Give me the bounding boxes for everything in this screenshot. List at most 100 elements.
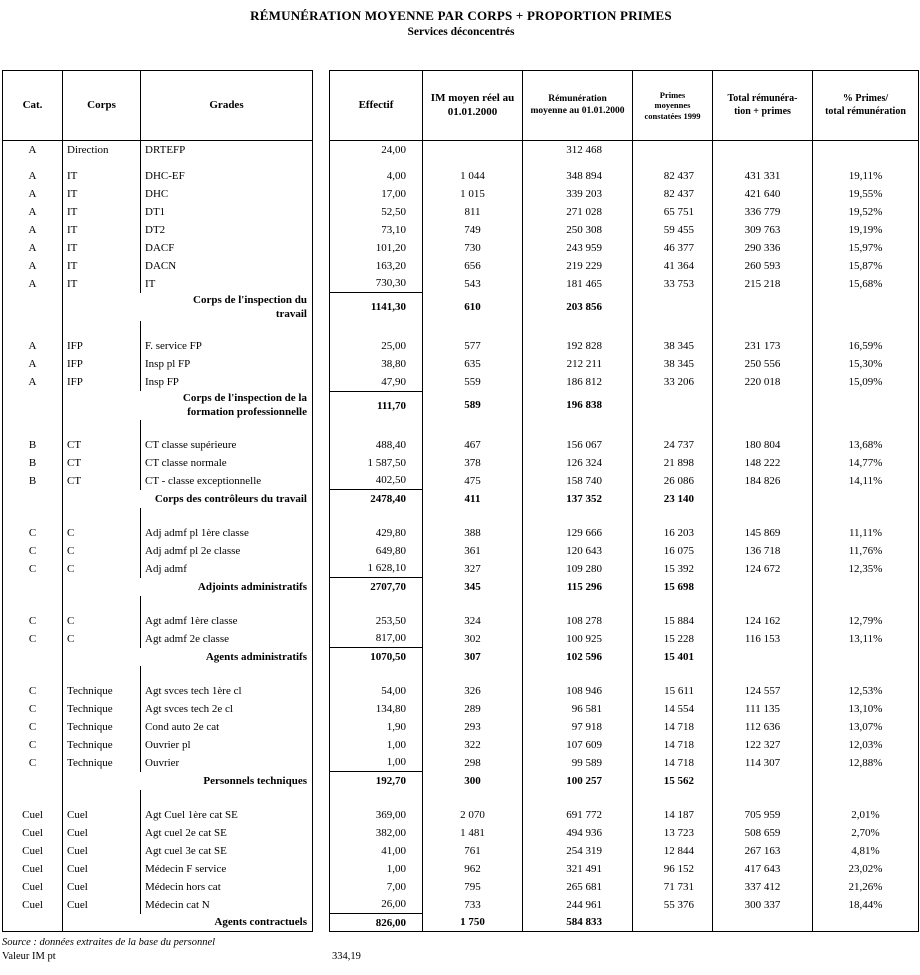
cell-corps: IT [62, 256, 141, 275]
cell-effectif [329, 419, 423, 436]
cell-total [712, 507, 813, 524]
cell-corps: IT [62, 274, 141, 293]
cell-corps: Technique [62, 753, 141, 772]
column-gap [313, 524, 330, 542]
cell-corps: Cuel [62, 895, 141, 914]
cell-im-moyen: 1 750 [422, 913, 523, 933]
subtotal-label: Corps de l'inspection de la formation pr… [62, 391, 313, 420]
cell-effectif: 1141,30 [329, 292, 423, 322]
cell-primes [632, 158, 713, 167]
cell-total: 231 173 [712, 337, 813, 356]
cell-cat: A [2, 274, 63, 293]
column-gap [313, 185, 330, 203]
cell-pct [812, 595, 919, 612]
cell-primes [632, 913, 713, 933]
cell-remuneration: 321 491 [522, 859, 633, 878]
cell-remuneration: 129 666 [522, 523, 633, 542]
cell-primes: 33 206 [632, 373, 713, 392]
col-header-pct-primes: % Primes/ total rémunération [812, 70, 919, 141]
cell-remuneration: 339 203 [522, 184, 633, 203]
table-row: A IT DT2 73,10 749 250 308 59 455 309 763 19,19% [2, 220, 919, 239]
cell-total [712, 665, 813, 682]
cell-cat: Cuel [2, 841, 63, 860]
cell-pct: 12,79% [812, 611, 919, 630]
column-gap [313, 542, 330, 560]
subtotal-row: Corps de l'inspection de la formation pr… [2, 390, 919, 420]
cell-remuneration: 250 308 [522, 220, 633, 239]
cell-primes: 26 086 [632, 471, 713, 490]
cell-total [712, 913, 813, 933]
cell-remuneration [522, 158, 633, 167]
cell-corps: IFP [62, 355, 141, 374]
cell-remuneration [522, 507, 633, 524]
spacer-row [2, 507, 919, 524]
cell-cat: A [2, 140, 63, 159]
cell-corps: CT [62, 435, 141, 454]
cell-cat [2, 507, 63, 524]
cell-im-moyen: 293 [422, 717, 523, 736]
cell-grade: Adj admf [140, 559, 313, 578]
column-gap [313, 257, 330, 275]
cell-effectif [329, 158, 423, 167]
column-gap [313, 472, 330, 490]
cell-primes [632, 665, 713, 682]
cell-pct: 12,03% [812, 735, 919, 754]
column-gap [313, 682, 330, 700]
cell-total: 116 153 [712, 629, 813, 648]
cell-cat: Cuel [2, 877, 63, 896]
cell-primes: 82 437 [632, 184, 713, 203]
cell-primes [632, 292, 713, 322]
table-row: A IT DACF 101,20 730 243 959 46 377 290 336 15,9… [2, 238, 919, 257]
cell-im-moyen: 467 [422, 435, 523, 454]
cell-effectif: 826,00 [329, 913, 423, 933]
cell-primes: 38 345 [632, 355, 713, 374]
cell-grade: Agt cuel 2e cat SE [140, 823, 313, 842]
cell-effectif: 1 587,50 [329, 453, 423, 472]
cell-primes: 14 718 [632, 717, 713, 736]
cell-total: 309 763 [712, 220, 813, 239]
cell-grade: Médecin cat N [140, 895, 313, 914]
subtotal-label: Corps des contrôleurs du travail [62, 489, 313, 508]
column-gap [313, 772, 330, 790]
cell-grade: DT2 [140, 220, 313, 239]
cell-im-moyen [422, 140, 523, 159]
table-row: C C Adj admf pl 1ère classe 429,80 388 129 66… [2, 523, 919, 542]
column-gap [313, 321, 330, 337]
cell-remuneration: 192 828 [522, 337, 633, 356]
cell-pct: 18,44% [812, 895, 919, 914]
page-subtitle: Services déconcentrés [407, 26, 515, 38]
cell-cat: B [2, 435, 63, 454]
col-header-total: Total rémunéra- tion + primes [712, 70, 813, 141]
table-row: Cuel Cuel Agt cuel 2e cat SE 382,00 1 481 494… [2, 823, 919, 842]
column-gap [313, 896, 330, 914]
col-header-cat: Cat. [2, 70, 63, 141]
cell-total: 431 331 [712, 166, 813, 185]
cell-cat: C [2, 541, 63, 560]
cell-effectif: 25,00 [329, 337, 423, 356]
cell-pct [812, 419, 919, 436]
cell-remuneration: 120 643 [522, 541, 633, 560]
cell-total [712, 489, 813, 508]
column-gap [313, 612, 330, 630]
column-gap [313, 275, 330, 293]
column-gap [313, 420, 330, 436]
cell-pct: 4,81% [812, 841, 919, 860]
cell-total: 417 643 [712, 859, 813, 878]
cell-pct: 15,87% [812, 256, 919, 275]
cell-effectif: 730,30 [329, 274, 423, 293]
cell-total [712, 391, 813, 420]
cell-pct [812, 507, 919, 524]
cell-corps: Cuel [62, 805, 141, 824]
cell-grade: Agt admf 1ère classe [140, 611, 313, 630]
cell-corps: IT [62, 220, 141, 239]
cell-im-moyen [422, 419, 523, 436]
cell-pct: 15,68% [812, 274, 919, 293]
cell-primes: 12 844 [632, 841, 713, 860]
cell-pct [812, 913, 919, 933]
cell-grade [140, 158, 313, 167]
cell-primes: 21 898 [632, 453, 713, 472]
subtotal-label: Personnels techniques [62, 771, 313, 790]
cell-cat [2, 158, 63, 167]
cell-effectif: 4,00 [329, 166, 423, 185]
cell-total [712, 292, 813, 322]
